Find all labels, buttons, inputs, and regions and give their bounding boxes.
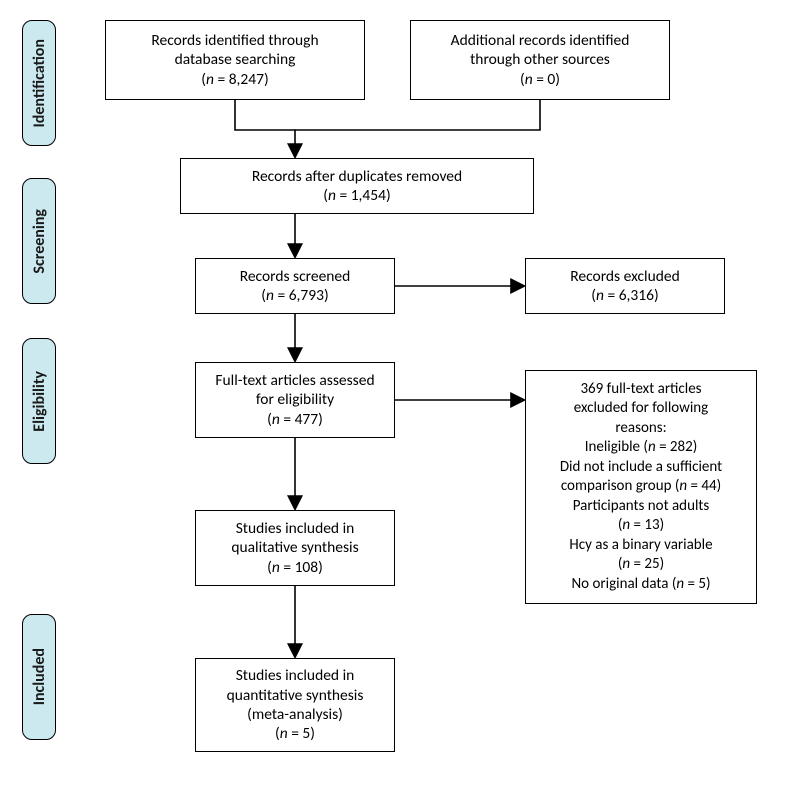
- box-other-sources: Additional records identified through ot…: [410, 20, 670, 100]
- text: through other sources: [470, 50, 610, 69]
- box-exclusion-reasons: 369 full-text articles excluded for foll…: [525, 370, 757, 604]
- text: Full-text articles assessed: [215, 371, 374, 390]
- text: reasons:: [615, 419, 666, 439]
- n-line: (n = 8,247): [201, 70, 268, 89]
- n-line: (n = 1,454): [323, 186, 390, 205]
- box-qualitative: Studies included in qualitative synthesi…: [195, 510, 395, 586]
- reason: (n = 13): [618, 516, 664, 536]
- text: 369 full-text articles: [580, 380, 701, 400]
- text: Additional records identified: [451, 31, 630, 50]
- box-screened: Records screened (n = 6,793): [195, 258, 395, 314]
- text: Records identified through: [151, 31, 318, 50]
- stage-identification-label: Identification: [30, 39, 49, 127]
- text: quantitative synthesis: [227, 686, 364, 705]
- text: Records excluded: [570, 267, 679, 286]
- n-line: (n = 6,316): [591, 286, 658, 305]
- reason: Ineligible (n = 282): [585, 438, 698, 458]
- reason: Did not include a sufficient: [560, 458, 722, 478]
- stage-included-label: Included: [30, 648, 49, 705]
- box-db-search: Records identified through database sear…: [105, 20, 365, 100]
- text: excluded for following: [574, 399, 709, 419]
- reason: comparison group (n = 44): [561, 477, 721, 497]
- n-line: (n = 6,793): [261, 286, 328, 305]
- box-after-duplicates: Records after duplicates removed (n = 1,…: [180, 158, 534, 214]
- text: (meta-analysis): [247, 705, 343, 724]
- n-line: (n = 0): [520, 70, 560, 89]
- box-excluded: Records excluded (n = 6,316): [525, 258, 725, 314]
- text: Records screened: [240, 267, 351, 286]
- text: for eligibility: [256, 390, 334, 409]
- reason: Participants not adults: [573, 497, 710, 517]
- stage-screening-label: Screening: [30, 209, 49, 274]
- reason: (n = 25): [618, 555, 664, 575]
- box-fulltext-assessed: Full-text articles assessed for eligibil…: [195, 362, 395, 438]
- n-line: (n = 477): [267, 410, 323, 429]
- text: Studies included in: [236, 519, 355, 538]
- n-line: (n = 5): [275, 724, 315, 743]
- text: database searching: [175, 50, 296, 69]
- text: Records after duplicates removed: [252, 167, 462, 186]
- stage-identification: Identification: [22, 20, 56, 146]
- stage-included: Included: [22, 614, 56, 740]
- stage-eligibility-label: Eligibility: [30, 371, 49, 432]
- reason: Hcy as a binary variable: [569, 536, 712, 556]
- text: qualitative synthesis: [231, 538, 358, 557]
- n-line: (n = 108): [267, 558, 323, 577]
- stage-screening: Screening: [22, 178, 56, 304]
- stage-eligibility: Eligibility: [22, 338, 56, 464]
- reason: No original data (n = 5): [572, 575, 711, 595]
- text: Studies included in: [236, 666, 355, 685]
- box-quantitative: Studies included in quantitative synthes…: [195, 658, 395, 752]
